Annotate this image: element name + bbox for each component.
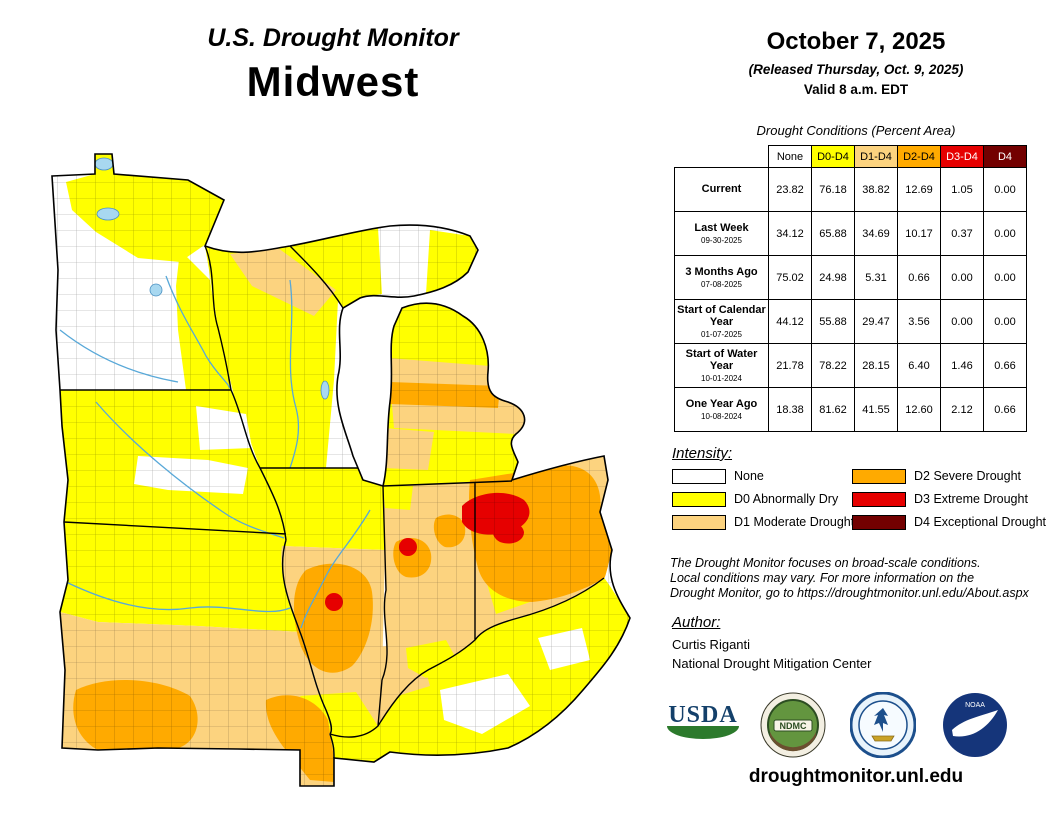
legend-column-1: None D0 Abnormally Dry D1 Moderate Droug… [672, 468, 862, 537]
noaa-logo: NOAA [942, 692, 1008, 758]
col-header-none: None [768, 145, 812, 168]
drought-stats-table: None D0-D4 D1-D4 D2-D4 D3-D4 D4 Current … [674, 145, 1027, 432]
legend-item-d1: D1 Moderate Drought [672, 514, 862, 530]
table-corner [674, 145, 769, 168]
legend-column-2: D2 Severe Drought D3 Extreme Drought D4 … [852, 468, 1046, 537]
author-organization: National Drought Mitigation Center [672, 656, 872, 671]
commerce-seal-logo [849, 691, 917, 759]
author-heading: Author: [672, 614, 721, 631]
table-row: Start of Calendar Year 01-07-2025 44.12 55… [674, 299, 1027, 344]
swatch-d3 [852, 491, 906, 507]
swatch-d1 [672, 514, 726, 530]
footer-url: droughtmonitor.unl.edu [748, 766, 964, 787]
usda-green-swoosh [667, 726, 739, 739]
disclaimer-text: The Drought Monitor focuses on broad-sca… [670, 556, 1029, 600]
released-date: (Released Thursday, Oct. 9, 2025) [748, 62, 964, 77]
legend-item-d0: D0 Abnormally Dry [672, 491, 862, 507]
swatch-d2 [852, 468, 906, 484]
col-header-d1: D1-D4 [854, 145, 898, 168]
region-outline [51, 153, 631, 787]
swatch-d4 [852, 514, 906, 530]
legend-item-d4: D4 Exceptional Drought [852, 514, 1046, 530]
svg-text:NDMC: NDMC [780, 721, 807, 731]
table-row: One Year Ago 10-08-2024 18.38 81.62 41.55 12… [674, 387, 1027, 432]
state-borders [60, 245, 605, 759]
swatch-none [672, 468, 726, 484]
midwest-drought-map [51, 153, 631, 787]
table-row: Current 23.82 76.18 38.82 12.69 1.05 0.00 [674, 167, 1027, 212]
author-name: Curtis Riganti [672, 637, 751, 652]
table-row: Last Week 09-30-2025 34.12 65.88 34.69 10.17… [674, 211, 1027, 256]
legend-item-d3: D3 Extreme Drought [852, 491, 1042, 507]
legend-title: Intensity: [672, 445, 733, 462]
legend-item-none: None [672, 468, 862, 484]
svg-text:NOAA: NOAA [965, 702, 985, 709]
map-date: October 7, 2025 [766, 28, 946, 55]
region-title: Midwest [246, 58, 420, 105]
table-row: 3 Months Ago 07-08-2025 75.02 24.98 5.31 0.6… [674, 255, 1027, 300]
legend-item-d2: D2 Severe Drought [852, 468, 1042, 484]
ndmc-logo: NDMC [760, 692, 826, 758]
col-header-d0: D0-D4 [811, 145, 855, 168]
table-row: Start of Water Year 10-01-2024 21.78 78.22… [674, 343, 1027, 388]
usda-logo: USDA [664, 702, 742, 739]
valid-time: Valid 8 a.m. EDT [803, 82, 909, 97]
col-header-d4: D4 [983, 145, 1027, 168]
page-title: U.S. Drought Monitor [207, 24, 459, 52]
col-header-d2: D2-D4 [897, 145, 941, 168]
table-title: Drought Conditions (Percent Area) [756, 123, 956, 138]
swatch-d0 [672, 491, 726, 507]
col-header-d3: D3-D4 [940, 145, 984, 168]
